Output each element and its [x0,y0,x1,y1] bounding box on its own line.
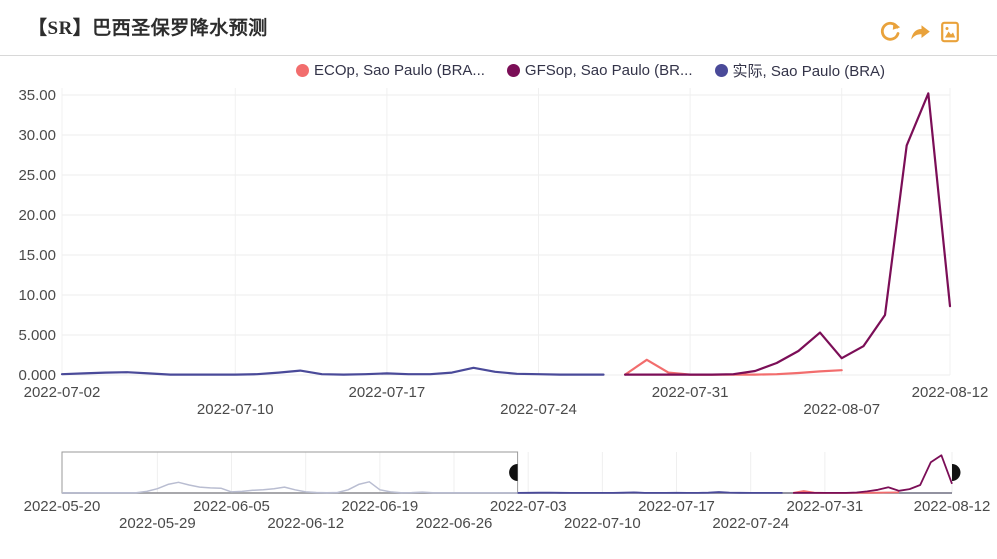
nav-x-axis-tick-label: 2022-08-12 [914,498,991,515]
nav-x-axis-tick-label: 2022-05-29 [119,515,196,532]
nav-x-axis-tick-label: 2022-06-12 [267,515,344,532]
header-actions [879,21,961,43]
legend-label-actual: 实际, Sao Paulo (BRA) [732,63,886,80]
nav-unselected-frame [61,451,519,494]
nav-x-axis-tick-label: 2022-07-17 [638,498,715,515]
x-axis-tick-label: 2022-07-10 [197,401,274,418]
nav-x-axis-tick-label: 2022-07-31 [786,498,863,515]
legend-item-gfsop[interactable]: GFSop, Sao Paulo (BR... [506,62,693,79]
nav-x-axis-tick-label: 2022-06-19 [341,498,418,515]
legend-dot-actual [714,64,728,77]
legend-label-gfsop: GFSop, Sao Paulo (BR... [524,62,693,79]
y-axis-tick-label: 5.000 [18,327,56,344]
x-axis-tick-label: 2022-08-07 [803,401,880,418]
legend-item-actual[interactable]: 实际, Sao Paulo (BRA) [714,60,886,81]
y-axis-tick-label: 35.00 [18,87,56,104]
nav-x-axis-tick-label: 2022-07-03 [490,498,567,515]
x-axis-tick-label: 2022-07-02 [24,384,101,401]
nav-series-line-actual-dimmed [62,481,518,494]
nav-x-axis-tick-label: 2022-06-05 [193,498,270,515]
share-icon [911,25,930,40]
nav-series-line-gfsop [793,454,953,494]
series-line-actual [60,366,605,376]
nav-series-line-actual [517,491,783,494]
x-axis-tick-label: 2022-08-12 [912,384,989,401]
y-axis-tick-label: 0.000 [18,367,56,384]
export-image-button[interactable] [939,21,961,43]
y-axis-tick-label: 30.00 [18,127,56,144]
refresh-button[interactable] [879,21,901,43]
legend-label-ecop: ECOp, Sao Paulo (BRA... [314,62,485,79]
legend-dot-ecop [296,64,309,77]
x-axis-tick-label: 2022-07-24 [500,401,577,418]
export-image-icon [941,21,959,43]
page-title: 【SR】巴西圣保罗降水预测 [28,18,268,39]
y-axis-tick-label: 25.00 [18,167,56,184]
nav-x-axis-tick-label: 2022-07-24 [712,515,789,532]
nav-x-axis-tick-label: 2022-05-20 [24,498,101,515]
refresh-icon [880,21,901,41]
legend-dot-gfsop [506,64,520,77]
nav-right-handle[interactable] [952,464,961,481]
x-axis-tick-label: 2022-07-31 [652,384,729,401]
x-axis-tick-label: 2022-07-17 [349,384,426,401]
nav-x-axis-tick-label: 2022-06-26 [416,515,493,532]
y-axis-tick-label: 10.00 [18,287,56,304]
chart-legend: ECOp, Sao Paulo (BRA... GFSop, Sao Paulo… [296,60,885,81]
y-axis-tick-label: 20.00 [18,207,56,224]
share-button[interactable] [909,21,931,43]
legend-item-ecop[interactable]: ECOp, Sao Paulo (BRA... [296,62,485,79]
y-axis-tick-label: 15.00 [18,247,56,264]
nav-x-axis-tick-label: 2022-07-10 [564,515,641,532]
header-divider [0,55,997,56]
nav-left-handle[interactable] [509,464,518,481]
series-line-ecop [623,358,843,376]
series-line-gfsop [623,92,952,376]
